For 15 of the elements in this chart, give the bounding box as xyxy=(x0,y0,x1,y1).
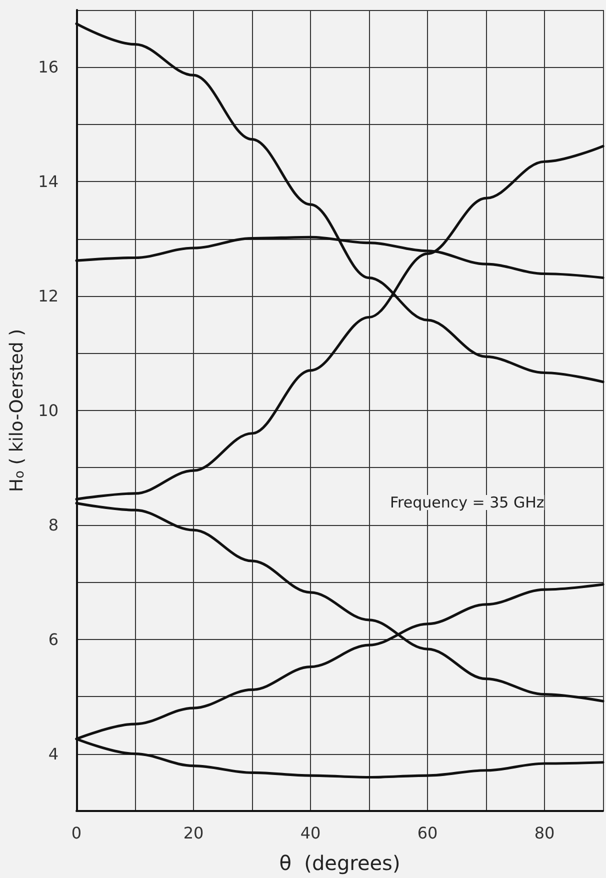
x-tick-label: 60 xyxy=(417,824,438,842)
x-tick-label: 20 xyxy=(183,824,204,842)
y-tick-label: 16 xyxy=(38,58,58,77)
y-tick-label: 4 xyxy=(48,744,58,764)
y-tick-label: 8 xyxy=(48,515,58,534)
x-tick-label: 40 xyxy=(300,824,321,842)
y-tick-label: 12 xyxy=(38,286,58,306)
y-axis-title: Ho ( kilo-Oersted ) xyxy=(6,328,28,492)
y-tick-label: 14 xyxy=(38,172,58,192)
x-axis-title: θ (degrees) xyxy=(279,851,400,875)
y-tick-label: 10 xyxy=(38,401,58,420)
x-tick-label: 0 xyxy=(71,824,82,842)
y-tick-label: 6 xyxy=(48,630,58,649)
annotation: Frequency = 35 GHz xyxy=(390,494,544,512)
x-tick-label: 80 xyxy=(534,824,555,842)
